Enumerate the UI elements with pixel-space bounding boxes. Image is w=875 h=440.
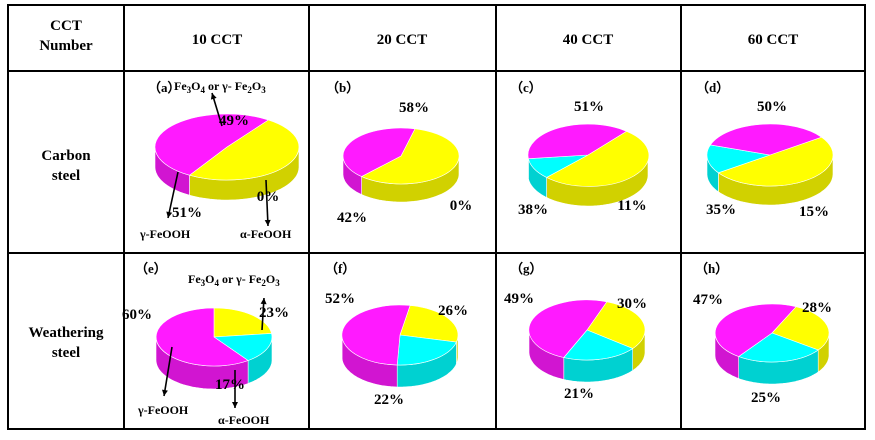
pie-slice xyxy=(399,305,459,343)
pie-percent-label: 58% xyxy=(399,100,429,116)
legend-gamma-a: γ-FeOOH xyxy=(139,227,191,241)
panel-tag: （g） xyxy=(510,261,543,276)
panel-tag: （f） xyxy=(325,261,355,276)
legend-gamma-e: γ-FeOOH xyxy=(137,403,189,417)
annotation-arrowhead xyxy=(210,93,217,100)
pie-percent-label: 15% xyxy=(799,204,829,220)
corner-header-line1: CCT xyxy=(50,18,82,34)
annotation-arrowhead xyxy=(264,219,271,226)
pie-percent-label: 47% xyxy=(693,292,723,308)
pie-slice xyxy=(706,144,771,174)
panel-tag: （c） xyxy=(510,80,542,95)
pie-slice xyxy=(154,113,269,176)
annotation-arrow xyxy=(167,171,179,219)
annotation-arrow xyxy=(265,179,269,227)
column-header-20cct: 20 CCT xyxy=(377,32,427,48)
panel-tag: （e） xyxy=(135,261,167,276)
annotation-arrowhead xyxy=(166,211,173,218)
pie-percent-label: 25% xyxy=(751,390,781,406)
pie-percent-label: 50% xyxy=(757,99,787,115)
pie-percent-label: 38% xyxy=(518,202,548,218)
corner-header-line2: Number xyxy=(39,38,93,54)
pie-percent-label: 11% xyxy=(617,198,646,214)
pie-slice xyxy=(527,123,628,160)
pie-percent-label: 17% xyxy=(215,377,245,393)
pie-percent-label: 30% xyxy=(617,296,647,312)
pie-slice xyxy=(360,128,460,185)
panel-tag: （b） xyxy=(326,80,359,95)
pie-percent-label: 60% xyxy=(122,307,152,323)
pie-percent-label: 22% xyxy=(374,392,404,408)
row-header-carbon-line1: Carbon xyxy=(41,148,91,164)
pie-percent-label: 21% xyxy=(564,386,594,402)
annotation-arrowhead xyxy=(162,389,168,396)
column-header-10cct: 10 CCT xyxy=(192,32,242,48)
pie-slice xyxy=(714,303,797,357)
row-header-weathering-line2: steel xyxy=(52,345,80,361)
legend-alpha-e: α-FeOOH xyxy=(218,413,270,427)
pie-slice xyxy=(213,333,273,361)
pie-slice xyxy=(341,304,411,366)
pie-slice xyxy=(586,301,646,349)
legend-fe3o4-a: Fe3O4 or γ- Fe2O3 xyxy=(174,79,266,95)
pie-slice xyxy=(528,299,608,358)
annotation-arrowhead xyxy=(260,298,267,305)
row-header-weathering-line1: Weathering xyxy=(29,325,104,341)
pie-panels: 49% 51% 0% （a） 58% 42% 0% （b） 51% 38% 11% （c） 50% 35%… xyxy=(122,80,834,408)
pie-slice xyxy=(188,119,300,181)
pie-slice xyxy=(709,123,823,156)
column-header-60cct: 60 CCT xyxy=(748,32,798,48)
pie-percent-label: 51% xyxy=(172,205,202,221)
annotation-arrow xyxy=(163,346,173,397)
pie-slice xyxy=(717,136,834,187)
legend-alpha-a: α-FeOOH xyxy=(240,227,292,241)
pie-percent-label: 0% xyxy=(257,189,280,205)
pie-slice xyxy=(213,307,272,338)
panel-tag: （h） xyxy=(695,261,728,276)
pie-slice xyxy=(155,307,249,367)
pie-percent-label: 28% xyxy=(802,300,832,316)
pie-slice xyxy=(396,334,457,366)
legend-fe3o4-e: Fe3O4 or γ- Fe2O3 xyxy=(188,272,280,288)
column-header-40cct: 40 CCT xyxy=(563,32,613,48)
pie-percent-label: 52% xyxy=(325,291,355,307)
panel-tag: （d） xyxy=(696,80,729,95)
pie-percent-label: 51% xyxy=(574,99,604,115)
pie-percent-label: 42% xyxy=(337,210,367,226)
panel-tag: （a） xyxy=(148,80,181,95)
pie-slice xyxy=(545,130,650,187)
pie-percent-label: 23% xyxy=(259,305,289,321)
pie-percent-label: 0% xyxy=(450,198,473,214)
pie-percent-label: 35% xyxy=(706,202,736,218)
row-header-carbon-line2: steel xyxy=(52,168,80,184)
table-border xyxy=(7,4,866,430)
pie-percent-label: 49% xyxy=(504,291,534,307)
pie-slice xyxy=(342,127,416,177)
pie-percent-label: 26% xyxy=(438,303,468,319)
pie-slice xyxy=(738,332,819,363)
annotation-arrowhead xyxy=(232,402,238,408)
pie-percent-label: 49% xyxy=(219,113,249,129)
